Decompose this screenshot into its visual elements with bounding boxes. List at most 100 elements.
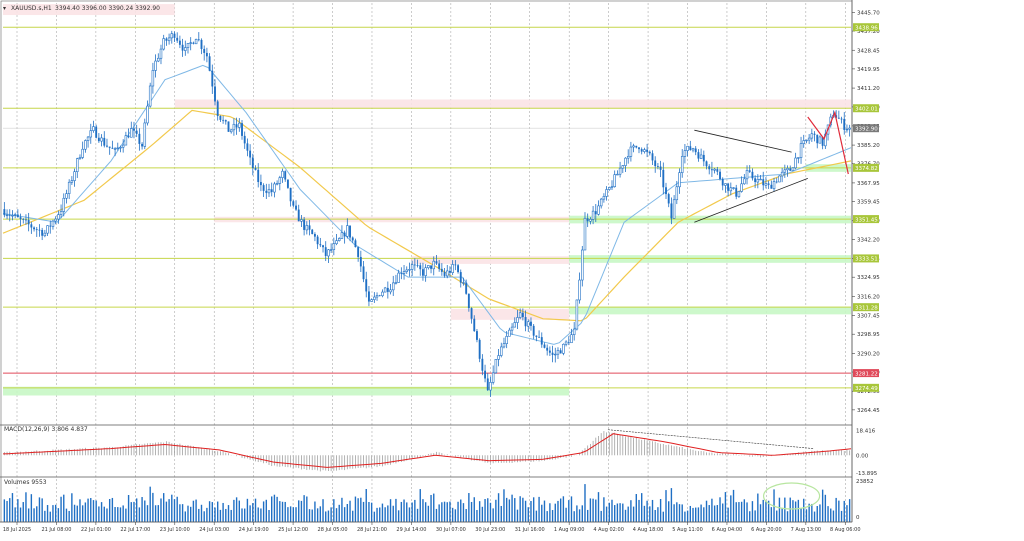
candle-body-bear xyxy=(540,337,543,345)
candle-body-bear xyxy=(200,39,203,49)
candle-body-bear xyxy=(840,118,843,120)
candle-body-bear xyxy=(646,149,649,152)
candle-body-bear xyxy=(33,227,36,230)
candle-body-bull xyxy=(381,291,384,297)
candle-body-bull xyxy=(621,165,625,169)
candle-body-bear xyxy=(721,178,724,186)
candle-body-bear xyxy=(543,344,546,348)
candle-body-bull xyxy=(124,135,128,146)
candle-body-bear xyxy=(246,143,249,151)
candle-body-bear xyxy=(702,154,705,162)
candle-body-bear xyxy=(214,86,216,102)
candle-body-bull xyxy=(130,128,133,138)
candle-body-bear xyxy=(362,266,365,280)
candle-body-bear xyxy=(662,169,665,188)
candle-body-bear xyxy=(222,119,225,121)
candle-body-bear xyxy=(27,219,30,225)
candle-body-bull xyxy=(275,183,279,185)
candle-body-bear xyxy=(813,133,816,135)
candle-body-bull xyxy=(724,183,727,186)
candle-body-bear xyxy=(440,268,443,272)
candle-body-bull xyxy=(632,145,635,148)
candle-body-bear xyxy=(386,287,389,292)
level-price-tag xyxy=(853,104,879,113)
resistance-zone xyxy=(450,308,570,320)
candle-body-bull xyxy=(194,39,198,45)
candle-body-bear xyxy=(648,151,651,154)
level-price-label: 3281.22 xyxy=(855,371,878,377)
candle-body-bull xyxy=(451,264,454,273)
candle-body-bear xyxy=(8,214,11,216)
candle-body-bull xyxy=(743,178,746,185)
candle-body-bull xyxy=(81,148,84,158)
candle-body-bear xyxy=(211,70,214,87)
symbol-dropdown-icon[interactable]: ▾ xyxy=(3,5,6,12)
candle-body-bear xyxy=(292,201,295,206)
candle-body-bear xyxy=(205,52,208,57)
forecast-path xyxy=(807,110,849,175)
candle-body-bull xyxy=(267,188,271,194)
grid-lines xyxy=(16,3,846,522)
candle-body-bull xyxy=(807,137,811,141)
candle-body-bear xyxy=(25,219,27,221)
candle-body-bull xyxy=(427,265,430,269)
candle-body-bull xyxy=(305,225,309,231)
level-price-label: 3438.96 xyxy=(855,25,878,31)
candle-body-bull xyxy=(583,217,587,251)
candle-body-bull xyxy=(5,214,9,217)
candle-body-bull xyxy=(346,225,349,237)
candle-body-bull xyxy=(602,196,606,200)
time-tick-label: 4 Aug 18:00 xyxy=(633,527,664,533)
candle-body-bear xyxy=(103,137,106,146)
candle-body-bear xyxy=(265,190,268,193)
time-tick-label: 29 Jul 14:00 xyxy=(396,527,426,533)
candle-body-bull xyxy=(845,128,849,131)
candle-body-bear xyxy=(241,123,243,136)
candle-body-bear xyxy=(176,37,179,41)
candle-body-bear xyxy=(97,137,100,142)
time-tick-label: 30 Jul 07:00 xyxy=(436,527,466,533)
candle-body-bull xyxy=(67,181,71,194)
candle-body-bull xyxy=(70,180,74,183)
candle-body-bull xyxy=(278,177,282,184)
candle-body-bull xyxy=(686,145,689,151)
price-tick-label: 3316.20 xyxy=(857,294,880,300)
price-tick-label: 3419.95 xyxy=(857,67,880,73)
candle-body-bear xyxy=(457,265,460,273)
resistance-zone xyxy=(411,256,570,264)
candle-body-bull xyxy=(680,156,684,173)
time-tick-label: 18 Jul 2025 xyxy=(3,527,31,533)
candle-body-bear xyxy=(694,148,697,153)
candle-body-bear xyxy=(311,229,314,235)
candle-body-bull xyxy=(764,183,768,186)
candle-body-bear xyxy=(484,370,487,379)
macd-pane: 18.416 0.00 -13.895 xyxy=(0,424,878,477)
volume-axis-tick: 0 xyxy=(856,515,860,521)
candle-body-bear xyxy=(30,224,33,228)
candle-body-bull xyxy=(76,158,79,172)
resistance-zone xyxy=(3,4,175,16)
candle-body-bull xyxy=(797,157,800,159)
candle-body-bull xyxy=(373,296,376,300)
candle-body-bull xyxy=(113,148,117,150)
candle-body-bear xyxy=(357,247,360,257)
candle-body-bull xyxy=(610,186,614,188)
candle-body-bear xyxy=(297,209,300,222)
candle-body-bear xyxy=(165,38,168,41)
candle-body-bear xyxy=(689,146,692,151)
candle-body-bear xyxy=(473,318,476,332)
candle-body-bull xyxy=(332,243,336,250)
candle-body-bull xyxy=(54,218,57,222)
candle-body-bull xyxy=(273,183,276,193)
candle-body-bear xyxy=(324,247,327,256)
volume-highlight-ellipse xyxy=(762,482,821,510)
time-tick-label: 22 Jul 17:00 xyxy=(120,527,150,533)
candle-body-bear xyxy=(249,150,252,158)
price-tick-label: 3264.45 xyxy=(857,408,880,414)
price-tick-label: 3272.95 xyxy=(857,389,880,395)
triangle-upper-line xyxy=(694,129,792,153)
volume-axis-tick: 23852 xyxy=(856,479,874,485)
time-tick-label: 28 Jul 21:00 xyxy=(357,527,387,533)
candle-body-bear xyxy=(770,184,773,189)
